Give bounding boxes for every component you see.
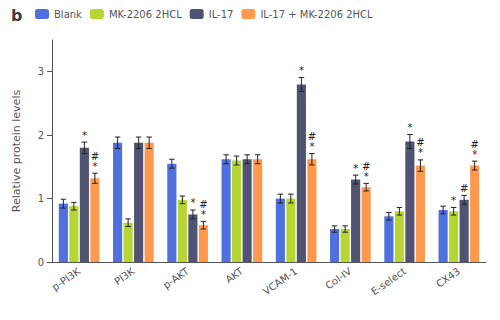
svg-text:3: 3	[38, 66, 44, 77]
svg-text:Relative protein levels: Relative protein levels	[10, 90, 23, 213]
svg-text:*: *	[92, 161, 97, 172]
svg-text:AKT: AKT	[223, 265, 245, 285]
svg-text:*: *	[353, 163, 358, 174]
svg-text:*: *	[418, 147, 423, 158]
svg-text:*: *	[472, 149, 477, 160]
svg-text:0: 0	[38, 257, 44, 268]
svg-text:Blank: Blank	[54, 9, 82, 20]
svg-text:*: *	[299, 65, 304, 76]
svg-text:E-select: E-select	[369, 265, 408, 297]
svg-text:b: b	[11, 6, 22, 25]
svg-text:2: 2	[38, 130, 44, 141]
svg-text:*: *	[201, 209, 206, 220]
svg-text:#: #	[460, 183, 468, 194]
svg-text:*: *	[451, 195, 456, 206]
svg-text:IL-17 + MK-2206 2HCL: IL-17 + MK-2206 2HCL	[260, 9, 373, 20]
svg-text:*: *	[364, 171, 369, 182]
svg-text:IL-17: IL-17	[209, 9, 234, 20]
svg-text:VCAM-1: VCAM-1	[261, 265, 299, 297]
svg-text:*: *	[407, 122, 412, 133]
svg-text:PI3K: PI3K	[112, 265, 137, 287]
svg-text:p-PI3K: p-PI3K	[50, 265, 83, 293]
svg-text:MK-2206 2HCL: MK-2206 2HCL	[109, 9, 182, 20]
svg-text:*: *	[309, 141, 314, 152]
svg-text:*: *	[190, 197, 195, 208]
svg-text:CX43: CX43	[434, 265, 462, 289]
svg-text:Col-IV: Col-IV	[323, 265, 353, 291]
svg-text:1: 1	[38, 193, 44, 204]
svg-text:*: *	[82, 130, 87, 141]
svg-text:p-AKT: p-AKT	[161, 265, 191, 291]
